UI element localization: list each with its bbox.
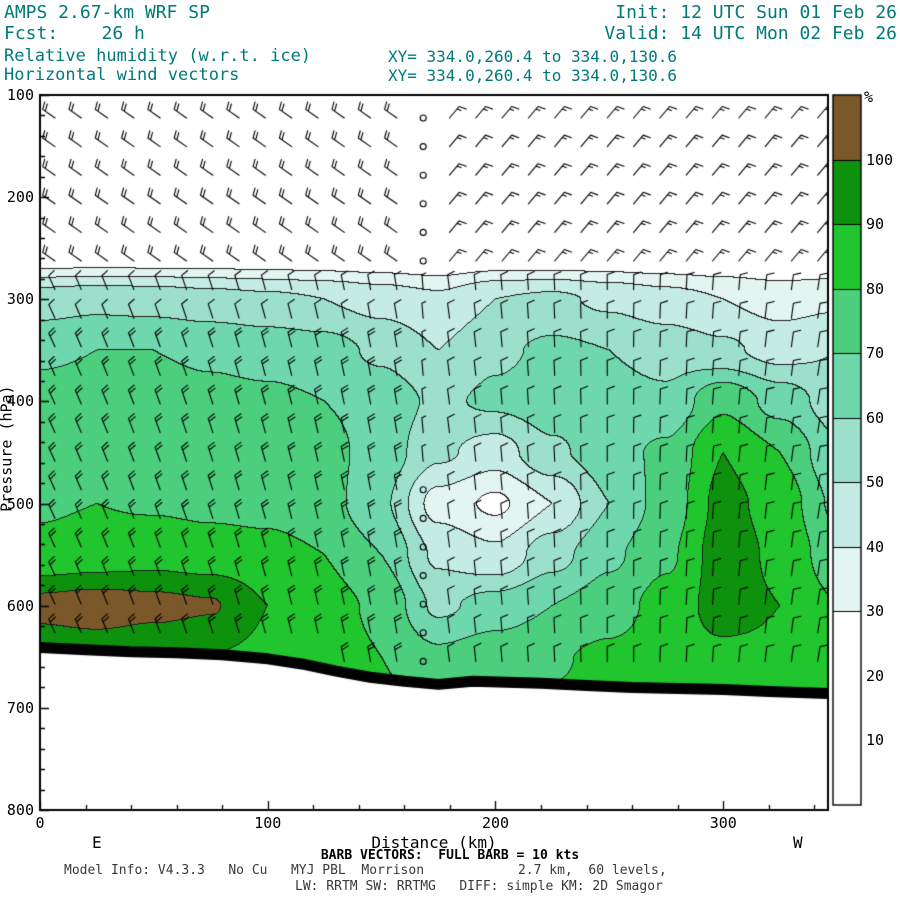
- cross-section-plot-canvas: [0, 0, 900, 900]
- wrf-cross-section-page: AMPS 2.67-km WRF SP Init: 12 UTC Sun 01 …: [0, 0, 900, 900]
